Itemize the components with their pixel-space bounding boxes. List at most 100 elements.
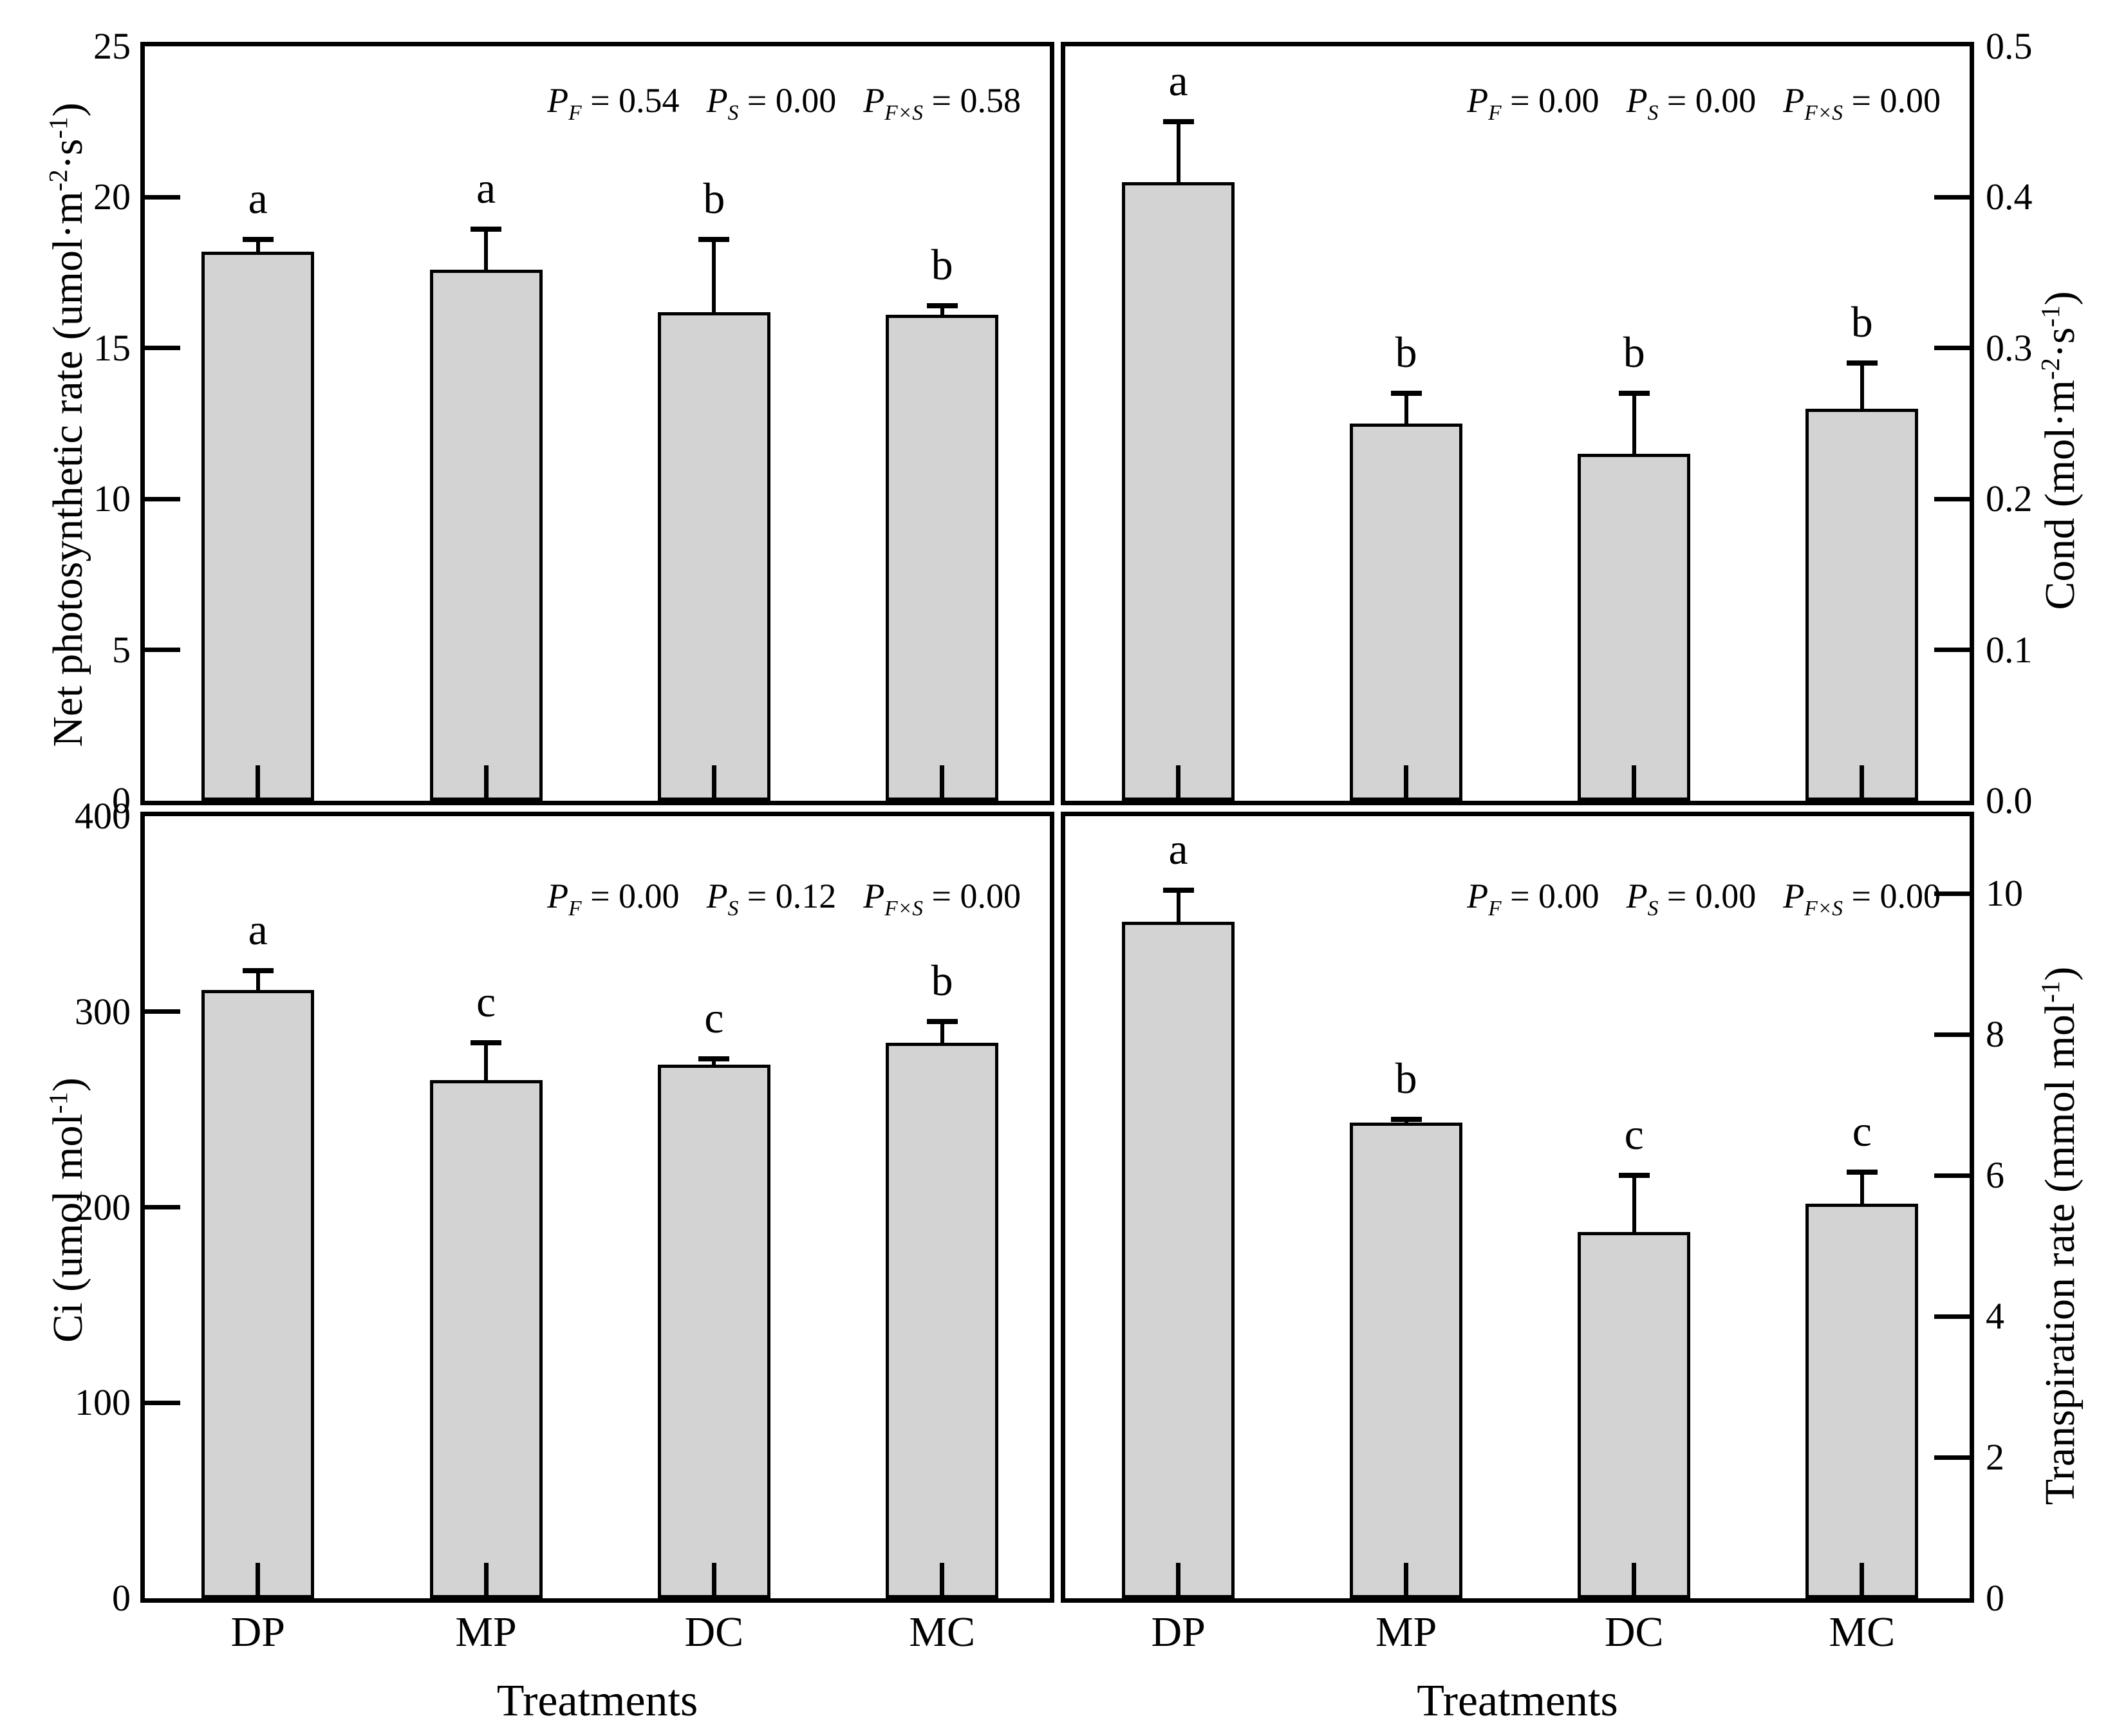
y-tick-label: 4 <box>1986 1295 2004 1338</box>
x-category-label-DP: DP <box>1151 1609 1206 1656</box>
error-bar-cap <box>1846 1169 1878 1175</box>
y-tick-label: 300 <box>75 990 131 1032</box>
p-value-F: PF = 0.00 <box>1467 877 1600 920</box>
bar-cond-DP <box>1122 182 1235 801</box>
p-value-F×S: PF×S = 0.00 <box>1783 81 1941 125</box>
x-category-label-DC: DC <box>684 1609 744 1656</box>
y-axis-tick <box>1934 194 1970 200</box>
error-bar-cap <box>242 967 274 973</box>
y-tick-label: 2 <box>1986 1436 2004 1479</box>
y-tick-label: 0 <box>112 779 131 821</box>
y-tick-label: 25 <box>93 25 131 67</box>
p-values-annotation: PF = 0.54 PS = 0.00 PF×S = 0.58 <box>547 81 1021 126</box>
y-axis-tick <box>1934 1173 1970 1178</box>
bar-transpiration-rate-MP <box>1350 1123 1463 1598</box>
y-tick-label: 20 <box>93 176 131 218</box>
error-bar-cap <box>242 237 274 243</box>
x-axis-tick <box>483 765 489 801</box>
x-axis-tick <box>1176 1563 1181 1598</box>
p-values-annotation: PF = 0.00 PS = 0.00 PF×S = 0.00 <box>1467 877 1941 921</box>
p-values-annotation: PF = 0.00 PS = 0.12 PF×S = 0.00 <box>547 877 1021 921</box>
y-tick-label: 10 <box>1986 872 2023 915</box>
x-axis-title: Treatments <box>1417 1676 1618 1726</box>
y-axis-tick <box>145 648 180 653</box>
p-value-F: PF = 0.00 <box>547 877 680 920</box>
x-axis-tick <box>940 765 945 801</box>
error-bar-cap <box>926 1018 958 1024</box>
error-bar-cap <box>1390 1116 1422 1122</box>
bar-net-photosynthetic-rate-DP <box>201 251 315 801</box>
y-tick-label: 0 <box>112 1577 131 1619</box>
bar-ci-DP <box>201 990 315 1598</box>
bar-ci-MP <box>429 1080 543 1598</box>
error-bar-line <box>1632 1175 1636 1232</box>
error-bar-line <box>712 239 716 312</box>
p-value-S: PS = 0.00 <box>1626 877 1757 920</box>
bar-transpiration-rate-MC <box>1805 1204 1919 1598</box>
error-bar-line <box>1632 393 1636 454</box>
y-tick-label: 0.0 <box>1986 779 2033 821</box>
error-bar-cap <box>1162 119 1194 125</box>
error-bar-line <box>1176 890 1180 922</box>
p-value-F×S: PF×S = 0.00 <box>1783 877 1941 920</box>
x-category-label-DC: DC <box>1604 1609 1664 1656</box>
y-tick-label: 400 <box>75 795 131 837</box>
significance-letter: a <box>1168 824 1188 873</box>
chart-panel-transpiration-rate: a b c c PF = 0.00 PS = 0.00 PF×S = 0.00 <box>1061 812 1974 1603</box>
y-tick-label: 6 <box>1986 1154 2004 1197</box>
error-bar-line <box>1176 122 1180 182</box>
y-axis-title-ci: Ci (umol mol-1) <box>44 1078 91 1343</box>
x-axis-tick <box>1404 1563 1409 1598</box>
y-axis-tick <box>1934 1314 1970 1319</box>
p-value-S: PS = 0.12 <box>706 877 837 920</box>
p-value-F: PF = 0.00 <box>1467 81 1600 125</box>
x-axis-tick <box>1860 765 1865 801</box>
chart-panel-ci: a c c b PF = 0.00 PS = 0.12 PF×S = 0.00 <box>140 812 1054 1603</box>
bar-net-photosynthetic-rate-DC <box>657 312 770 801</box>
x-category-label-MC: MC <box>1829 1609 1896 1656</box>
bar-net-photosynthetic-rate-MP <box>429 269 543 801</box>
significance-letter: c <box>704 993 724 1042</box>
significance-letter: a <box>248 174 268 223</box>
significance-letter: c <box>476 977 496 1027</box>
error-bar-cap <box>471 1040 502 1046</box>
bar-cond-MP <box>1350 424 1463 801</box>
x-axis-tick <box>1632 765 1637 801</box>
significance-letter: a <box>1168 56 1188 106</box>
error-bar-line <box>256 970 260 991</box>
y-tick-label: 100 <box>75 1381 131 1424</box>
significance-letter: c <box>1852 1106 1872 1155</box>
error-bar-line <box>1404 393 1408 424</box>
bar-transpiration-rate-DC <box>1578 1231 1691 1598</box>
y-axis-tick <box>1934 1032 1970 1037</box>
x-axis-tick <box>1404 765 1409 801</box>
error-bar-cap <box>698 1056 730 1061</box>
y-tick-label: 0.2 <box>1986 478 2033 520</box>
error-bar-cap <box>1162 887 1194 893</box>
significance-letter: b <box>1395 328 1417 377</box>
x-axis-tick <box>1176 765 1181 801</box>
error-bar-line <box>1860 1171 1864 1204</box>
p-value-F×S: PF×S = 0.00 <box>863 877 1021 920</box>
error-bar-line <box>1860 363 1864 409</box>
x-axis-tick <box>1632 1563 1637 1598</box>
error-bar-cap <box>1390 391 1422 397</box>
x-axis-tick <box>1860 1563 1865 1598</box>
chart-panel-net-photosynthetic-rate: a a b b PF = 0.54 PS = 0.00 PF×S = 0.58 <box>140 42 1054 805</box>
y-axis-tick <box>145 346 180 351</box>
significance-letter: b <box>1851 297 1873 347</box>
x-axis-tick <box>711 765 716 801</box>
error-bar-line <box>940 1021 944 1043</box>
y-axis-tick <box>145 1400 180 1405</box>
y-axis-tick <box>1934 891 1970 896</box>
y-axis-tick <box>145 1009 180 1014</box>
bar-ci-MC <box>886 1043 999 1598</box>
significance-letter: b <box>931 240 953 290</box>
x-axis-title: Treatments <box>496 1676 698 1726</box>
bar-transpiration-rate-DP <box>1122 922 1235 1598</box>
x-axis-tick <box>940 1563 945 1598</box>
error-bar-cap <box>471 226 502 232</box>
x-axis-tick <box>256 1563 261 1598</box>
x-category-label-MC: MC <box>909 1609 976 1656</box>
x-axis-tick <box>483 1563 489 1598</box>
